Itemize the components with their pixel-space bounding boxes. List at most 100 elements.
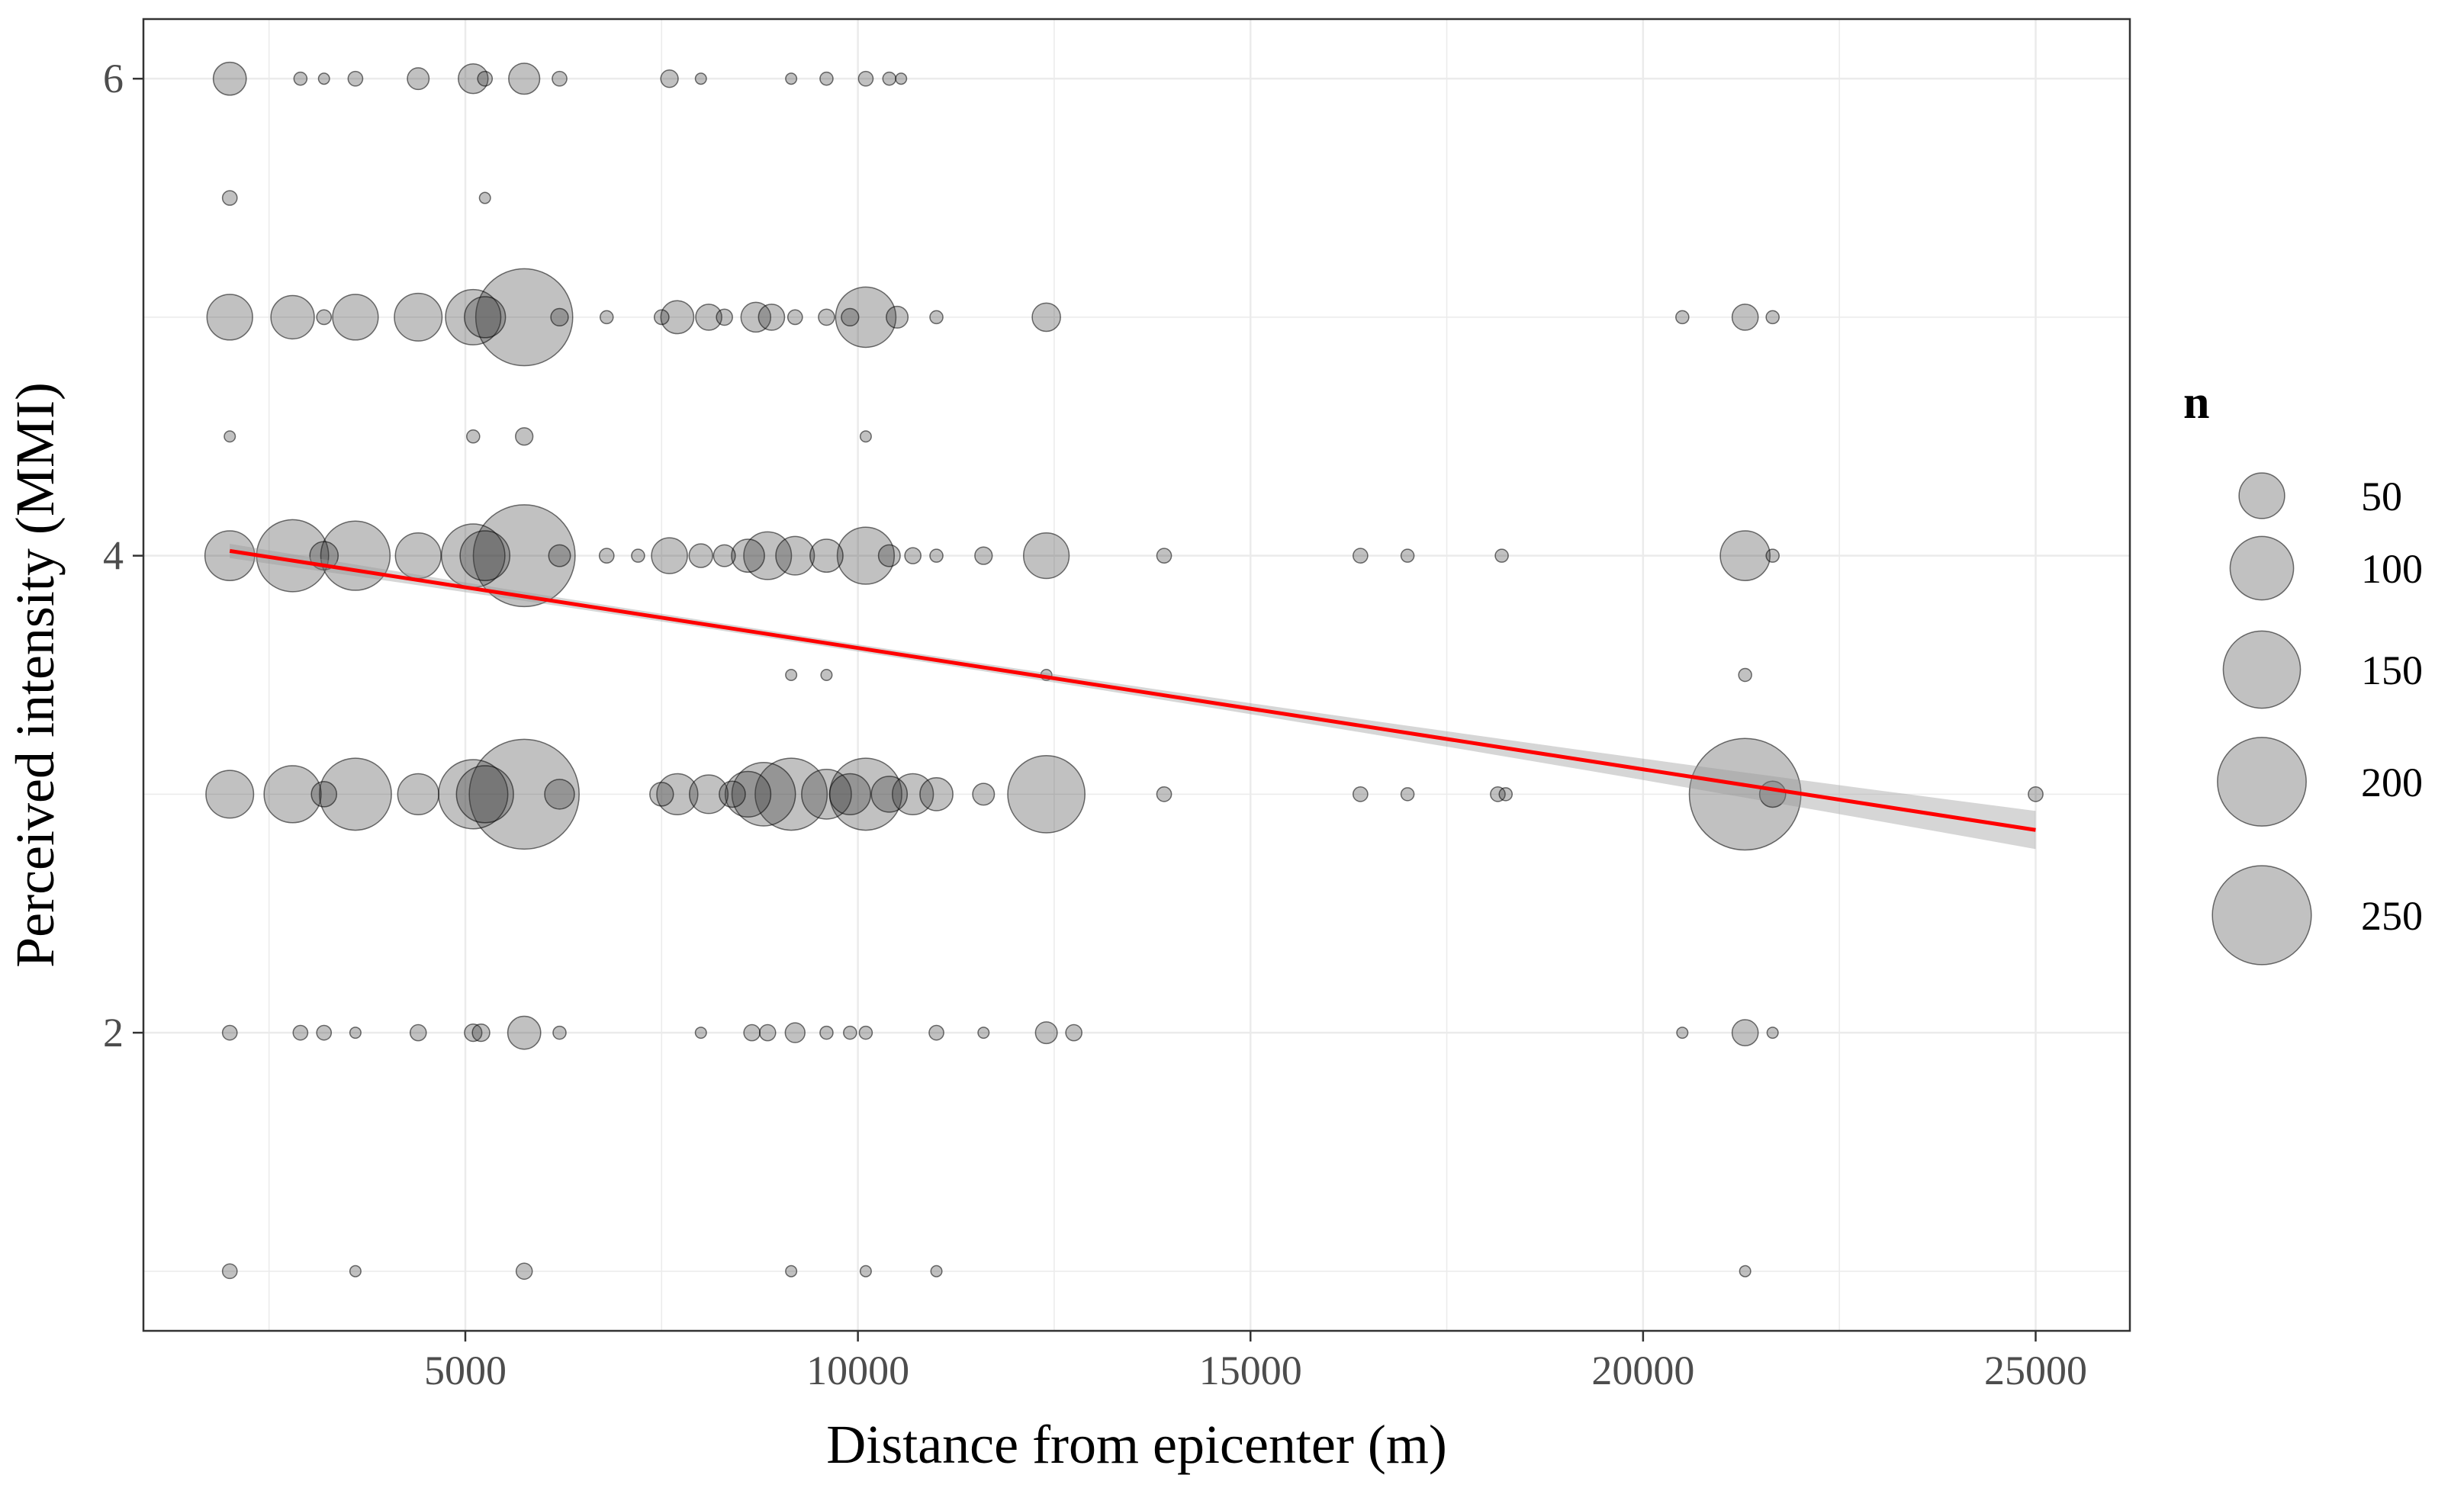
data-point <box>1766 1027 1779 1040</box>
data-point <box>1739 1264 1751 1277</box>
x-tick-label: 15000 <box>1199 1348 1302 1393</box>
x-tick-label: 10000 <box>806 1348 909 1393</box>
data-point <box>221 1024 238 1041</box>
data-point <box>1765 310 1780 325</box>
panel-border <box>142 18 2131 1332</box>
data-point <box>507 1015 542 1050</box>
data-point <box>785 72 798 85</box>
data-point <box>1007 755 1086 834</box>
data-point <box>819 1025 834 1040</box>
data-point <box>731 538 765 573</box>
data-point <box>459 530 511 581</box>
data-point <box>786 309 803 326</box>
data-point <box>928 1024 944 1041</box>
data-point <box>819 71 834 86</box>
data-point <box>316 1024 333 1041</box>
data-point <box>809 538 844 573</box>
data-point <box>801 769 852 820</box>
data-point <box>599 310 614 325</box>
data-point <box>468 738 580 850</box>
data-point <box>724 770 772 818</box>
data-point <box>349 1264 362 1277</box>
data-point <box>828 773 871 816</box>
data-point <box>1065 1023 1082 1042</box>
data-point <box>660 300 695 335</box>
data-point <box>293 71 308 86</box>
data-point <box>919 777 954 811</box>
legend-title: n <box>2183 377 2209 429</box>
data-point <box>1490 786 1506 802</box>
data-point <box>316 309 333 326</box>
data-point <box>471 1023 491 1043</box>
data-point <box>929 548 944 563</box>
data-point <box>1494 548 1509 563</box>
axes: 5000 10000 15000 20000 25000 2 4 6 Distance from… <box>5 56 2087 1475</box>
data-point <box>785 1264 798 1277</box>
data-point <box>974 546 993 565</box>
legend-key <box>2229 535 2295 601</box>
data-point <box>1731 1019 1759 1046</box>
data-point <box>477 70 494 87</box>
data-point <box>310 781 338 808</box>
data-point <box>552 1025 567 1040</box>
data-point <box>1031 302 1061 333</box>
legend-label: 100 <box>2361 546 2423 592</box>
legend-key <box>2222 630 2302 709</box>
data-point <box>1676 1027 1689 1040</box>
data-point <box>930 1264 943 1277</box>
data-point <box>445 288 502 345</box>
trend-line <box>229 548 2036 832</box>
data-point <box>731 762 796 827</box>
data-point <box>977 1027 990 1040</box>
data-point <box>292 1024 309 1041</box>
data-point <box>820 668 833 682</box>
data-point <box>653 309 670 326</box>
y-tick-label: 2 <box>103 1010 124 1056</box>
data-point <box>1034 1021 1058 1045</box>
data-point <box>397 773 439 816</box>
data-point <box>784 1022 806 1043</box>
data-point <box>1156 786 1172 802</box>
data-point <box>660 69 679 88</box>
data-point <box>349 1027 362 1040</box>
data-point <box>550 307 569 327</box>
data-point <box>758 1023 777 1042</box>
data-point <box>1400 548 1415 563</box>
data-point <box>1400 787 1415 802</box>
data-point <box>598 548 615 564</box>
y-tick-label: 6 <box>103 56 124 101</box>
data-point <box>270 294 315 340</box>
data-point <box>836 526 896 585</box>
x-tick-label: 25000 <box>1984 1348 2087 1393</box>
data-point <box>1023 532 1070 580</box>
data-point <box>758 304 786 331</box>
data-point <box>688 543 713 568</box>
size-legend: n 50 100 150 200 250 <box>2183 377 2423 966</box>
data-point <box>409 1023 427 1042</box>
data-point <box>713 544 736 567</box>
data-point <box>886 305 909 329</box>
legend-label: 50 <box>2361 474 2402 519</box>
data-point <box>1675 310 1690 325</box>
data-point <box>466 429 481 444</box>
data-point <box>859 430 872 443</box>
data-point <box>1156 548 1172 564</box>
data-point <box>857 70 874 87</box>
data-point <box>458 63 489 95</box>
data-point <box>407 67 430 91</box>
data-point <box>221 1263 238 1280</box>
legend-key <box>2211 865 2312 966</box>
y-tick-label: 4 <box>103 533 124 579</box>
data-point <box>455 765 514 824</box>
data-point <box>515 427 534 446</box>
data-point <box>508 63 541 95</box>
data-point <box>651 537 688 574</box>
data-point <box>694 1027 707 1040</box>
x-tick-label: 5000 <box>424 1348 507 1393</box>
data-points <box>204 61 2044 1281</box>
data-point <box>694 72 707 85</box>
legend-label: 200 <box>2361 760 2423 805</box>
data-point <box>740 301 772 333</box>
data-point <box>1731 304 1759 331</box>
